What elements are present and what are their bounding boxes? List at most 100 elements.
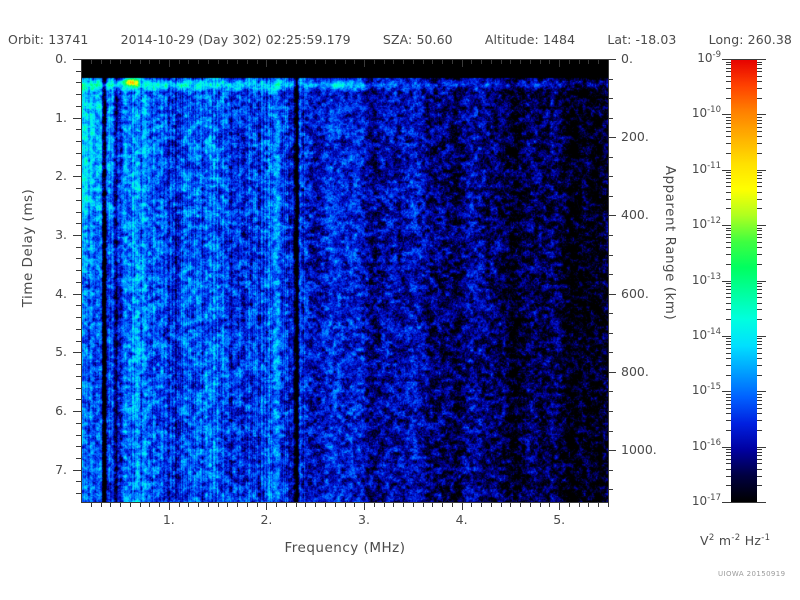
colorbar-tick-minor: [757, 186, 762, 187]
colorbar-tick-minor-left: [726, 208, 731, 209]
colorbar: [731, 59, 757, 502]
x-tick-top-minor: [325, 59, 326, 64]
y-left-tick-minor: [76, 212, 81, 213]
x-tick-top-minor: [549, 59, 550, 64]
x-tick-minor: [149, 502, 150, 507]
y-left-tick-minor: [76, 376, 81, 377]
x-tick-label: 5.: [553, 512, 566, 527]
colorbar-tick-minor: [757, 234, 762, 235]
y-right-tick-major: [608, 450, 616, 451]
x-tick-top-minor: [227, 59, 228, 64]
x-tick-top-minor: [179, 59, 180, 64]
colorbar-tick-exponent: -15: [707, 382, 721, 392]
colorbar-tick-minor: [757, 175, 762, 176]
colorbar-tick-minor-left: [726, 228, 731, 229]
x-tick-minor: [218, 502, 219, 507]
colorbar-tick-minor-left: [726, 192, 731, 193]
colorbar-tick-minor: [757, 420, 762, 421]
colorbar-tick-major: [757, 447, 766, 448]
y-left-tick-major: [73, 235, 81, 236]
y-left-tick-major: [73, 411, 81, 412]
colorbar-tick-major-left: [722, 502, 731, 503]
x-tick-minor: [188, 502, 189, 507]
colorbar-tick-mantissa: 10: [691, 162, 708, 176]
x-tick-minor: [413, 502, 414, 507]
x-tick-top-major: [266, 59, 267, 67]
y-right-tick-major: [608, 59, 616, 60]
x-tick-top-minor: [198, 59, 199, 64]
x-tick-minor: [286, 502, 287, 507]
x-tick-top-minor: [598, 59, 599, 64]
y-left-tick-label: 4.: [55, 285, 67, 301]
x-tick-top-minor: [120, 59, 121, 64]
colorbar-tick-minor-left: [726, 430, 731, 431]
header-altitude-label: Altitude:: [484, 31, 539, 47]
header-sza-value: 50.60: [416, 31, 453, 47]
colorbar-tick-minor-left: [726, 420, 731, 421]
x-tick-minor: [159, 502, 160, 507]
colorbar-tick-minor-left: [726, 117, 731, 118]
x-tick-top-minor: [286, 59, 287, 64]
colorbar-tick-minor-left: [726, 175, 731, 176]
colorbar-tick-minor: [757, 123, 762, 124]
y-left-tick-minor: [76, 329, 81, 330]
x-tick-top-minor: [384, 59, 385, 64]
colorbar-tick-minor: [757, 230, 762, 231]
colorbar-tick-minor-left: [726, 459, 731, 460]
y-left-tick-minor: [76, 305, 81, 306]
y-left-tick-minor: [76, 71, 81, 72]
colorbar-tick-minor: [757, 309, 762, 310]
y-left-tick-minor: [76, 364, 81, 365]
colorbar-tick-minor: [757, 242, 762, 243]
y-left-tick-label: 2.: [55, 168, 67, 184]
colorbar-tick-exponent: -12: [707, 216, 721, 226]
colorbar-tick-minor-left: [726, 199, 731, 200]
colorbar-tick-label: 10-11: [669, 161, 721, 176]
x-tick-minor: [315, 502, 316, 507]
colorbar-tick-minor: [757, 463, 762, 464]
y-right-tick-minor: [608, 196, 613, 197]
x-tick-top-minor: [305, 59, 306, 64]
x-tick-top-minor: [276, 59, 277, 64]
colorbar-tick-minor-left: [726, 449, 731, 450]
x-tick-label: 2.: [260, 512, 273, 527]
colorbar-tick-minor: [757, 353, 762, 354]
colorbar-tick-minor-left: [726, 485, 731, 486]
y-left-tick-major: [73, 352, 81, 353]
x-tick-top-minor: [588, 59, 589, 64]
colorbar-tick-minor-left: [726, 469, 731, 470]
x-tick-minor: [393, 502, 394, 507]
colorbar-tick-minor: [757, 455, 762, 456]
x-tick-minor: [423, 502, 424, 507]
y-right-tick-minor: [608, 176, 613, 177]
colorbar-tick-minor: [757, 319, 762, 320]
unit-v-exp: 2: [708, 533, 715, 543]
colorbar-tick-minor: [757, 303, 762, 304]
x-tick-major: [559, 502, 560, 510]
colorbar-tick-minor: [757, 71, 762, 72]
y-left-tick-minor: [76, 388, 81, 389]
x-tick-minor: [345, 502, 346, 507]
colorbar-tick-minor-left: [726, 476, 731, 477]
plot-border-left: [81, 59, 82, 502]
colorbar-tick-minor: [757, 485, 762, 486]
x-tick-top-minor: [491, 59, 492, 64]
colorbar-tick-minor: [757, 394, 762, 395]
y-left-tick-minor: [76, 200, 81, 201]
colorbar-tick-minor-left: [726, 178, 731, 179]
x-tick-top-minor: [257, 59, 258, 64]
x-tick-minor: [520, 502, 521, 507]
colorbar-tick-mantissa: 10: [697, 51, 713, 65]
x-tick-minor: [120, 502, 121, 507]
colorbar-tick-major-left: [722, 225, 731, 226]
colorbar-tick-minor: [757, 452, 762, 453]
x-tick-top-major: [462, 59, 463, 67]
colorbar-tick-minor-left: [726, 76, 731, 77]
colorbar-tick-exponent: -16: [707, 438, 721, 448]
colorbar-tick-major: [757, 391, 766, 392]
y-left-tick-minor: [76, 282, 81, 283]
y-left-tick-minor: [76, 493, 81, 494]
x-tick-top-minor: [432, 59, 433, 64]
colorbar-tick-minor-left: [726, 319, 731, 320]
header-lat-value: -18.03: [635, 31, 677, 47]
